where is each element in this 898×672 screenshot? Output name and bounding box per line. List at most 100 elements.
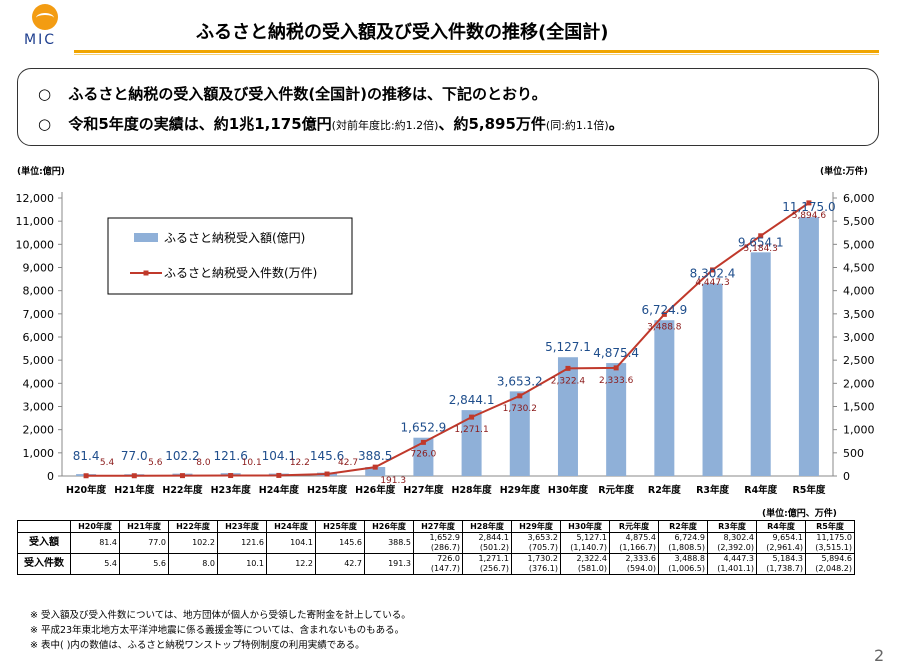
bar-data-label: 81.4 [73, 449, 100, 463]
line-data-label: 4,447.3 [695, 278, 729, 288]
y-right-tick-label: 5,000 [843, 238, 875, 251]
bar-data-label: 9,654.1 [738, 235, 784, 249]
data-table: H20年度 H21年度 H22年度 H23年度 H24年度 H25年度 H26年度 H27年度… [17, 520, 855, 575]
table-header-cell: H28年度 [462, 520, 512, 533]
table-cell: 11,175.0 (3,515.1) [805, 532, 855, 554]
bar-data-label: 5,127.1 [545, 340, 591, 354]
table-header-cell: H21年度 [119, 520, 169, 533]
summary-line-1: ○ ふるさと納税の受入額及び受入件数(全国計)の推移は、下記のとおり。 [38, 83, 547, 104]
line-point [372, 464, 378, 470]
bullet: ○ [38, 85, 52, 103]
line-data-label: 2,322.4 [551, 376, 586, 386]
x-tick-label: H25年度 [307, 484, 348, 496]
footnote: ※ 表中( )内の数値は、ふるさと納税ワンストップ特例制度の利用実績である。 [30, 640, 365, 651]
line-data-label: 42.7 [338, 458, 358, 468]
bar-data-label: 104.1 [262, 449, 296, 463]
table-cell: 77.0 [119, 532, 169, 554]
table-cell: 9,654.1 (2,961.4) [756, 532, 806, 554]
table-cell: 3,653.2 (705.7) [511, 532, 561, 554]
table-header-cell: R3年度 [707, 520, 757, 533]
bar [654, 320, 675, 476]
table-header-cell: H20年度 [70, 520, 120, 533]
y-right-tick-label: 4,000 [843, 285, 875, 298]
line-point [469, 414, 475, 420]
x-tick-label: H27年度 [403, 484, 444, 496]
bar [798, 217, 819, 477]
table-cell: 5.6 [119, 553, 169, 575]
bar-data-label: 77.0 [121, 449, 148, 463]
table-cell: 10.1 [217, 553, 267, 575]
bar-data-label: 102.2 [165, 449, 199, 463]
x-tick-label: H23年度 [211, 484, 252, 496]
table-cell: 2,844.1 (501.2) [462, 532, 512, 554]
table-cell: 102.2 [168, 532, 218, 554]
logo-wave-icon [36, 13, 54, 23]
line-point [83, 473, 89, 479]
table-cell: 5,184.3 (1,738.7) [756, 553, 806, 575]
table-header-cell: R4年度 [756, 520, 806, 533]
table-header-cell: R2年度 [658, 520, 708, 533]
bar [557, 357, 578, 476]
y-left-tick-label: 10,000 [16, 238, 55, 251]
line-data-label: 2,333.6 [599, 376, 634, 386]
table-cell: 388.5 [364, 532, 414, 554]
y-right-tick-label: 1,000 [843, 424, 875, 437]
legend-bar-swatch [134, 233, 158, 242]
summary-text-2d: (同:約1.1倍) [545, 119, 609, 132]
table-cell: 121.6 [217, 532, 267, 554]
table-header-cell: H24年度 [266, 520, 316, 533]
legend-line-label: ふるさと納税受入件数(万件) [164, 265, 317, 280]
table-row-header: 受入額 [17, 532, 71, 554]
y-right-tick-label: 1,500 [843, 401, 875, 414]
y-right-tick-label: 2,500 [843, 354, 875, 367]
table-header-cell: H30年度 [560, 520, 610, 533]
page-number: 2 [874, 646, 885, 665]
table-header-cell: H29年度 [511, 520, 561, 533]
line-data-label: 8.0 [196, 458, 211, 468]
footnote: ※ 受入額及び受入件数については、地方団体が個人から受領した寄附金を計上している… [30, 610, 411, 621]
title-rule-thin [74, 54, 879, 55]
line-point [228, 473, 234, 479]
table-cell: 4,447.3 (1,401.1) [707, 553, 757, 575]
x-tick-label: H29年度 [500, 484, 541, 496]
summary-line-2: ○ 令和5年度の実績は、約1兆1,175億円(対前年度比:約1.2倍)、約5,8… [38, 113, 624, 134]
y-left-tick-label: 0 [47, 470, 54, 483]
bar-data-label: 145.6 [310, 449, 344, 463]
table-header-cell: H27年度 [413, 520, 463, 533]
line-data-label: 5.4 [100, 458, 115, 468]
y-left-tick-label: 1,000 [23, 447, 55, 460]
table-cell: 145.6 [315, 532, 365, 554]
page-title: ふるさと納税の受入額及び受入件数の推移(全国計) [196, 22, 609, 43]
table-cell: 1,652.9 (286.7) [413, 532, 463, 554]
table-cell: 81.4 [70, 532, 120, 554]
summary-text-2b: (対前年度比:約1.2倍) [331, 119, 439, 132]
y-right-tick-label: 3,500 [843, 308, 875, 321]
table-cell: 191.3 [364, 553, 414, 575]
summary-text-2a: 令和5年度の実績は、約1兆1,175億円 [68, 115, 332, 133]
line-point [131, 473, 137, 479]
y-left-tick-label: 4,000 [23, 377, 55, 390]
table-header-cell: H25年度 [315, 520, 365, 533]
line-data-label: 191.3 [380, 476, 406, 486]
table-cell: 42.7 [315, 553, 365, 575]
series-line [86, 202, 810, 477]
table-cell: 12.2 [266, 553, 316, 575]
bar-data-label: 4,875.4 [593, 346, 639, 360]
y-right-tick-label: 3,000 [843, 331, 875, 344]
table-row: 受入額 81.4 77.0 102.2 121.6 104.1 145.6 388.5 1,65… [17, 532, 855, 554]
table-cell: 5,127.1 (1,140.7) [560, 532, 610, 554]
table-row: 受入件数 5.4 5.6 8.0 10.1 12.2 42.7 191.3 726.0 (147.… [17, 553, 855, 575]
line-point [324, 471, 330, 477]
table-cell: 8,302.4 (2,392.0) [707, 532, 757, 554]
table-cell: 2,333.6 (594.0) [609, 553, 659, 575]
line-data-label: 10.1 [242, 458, 262, 468]
line-data-label: 5,184.3 [744, 244, 778, 254]
x-tick-label: H20年度 [66, 484, 107, 496]
line-point [565, 365, 571, 371]
bar-data-label: 1,652.9 [401, 421, 447, 435]
x-tick-label: R元年度 [598, 484, 634, 496]
table-cell: 1,730.2 (376.1) [511, 553, 561, 575]
x-tick-label: H22年度 [162, 484, 203, 496]
y-left-tick-label: 6,000 [23, 331, 55, 344]
legend-line-marker [143, 270, 149, 276]
